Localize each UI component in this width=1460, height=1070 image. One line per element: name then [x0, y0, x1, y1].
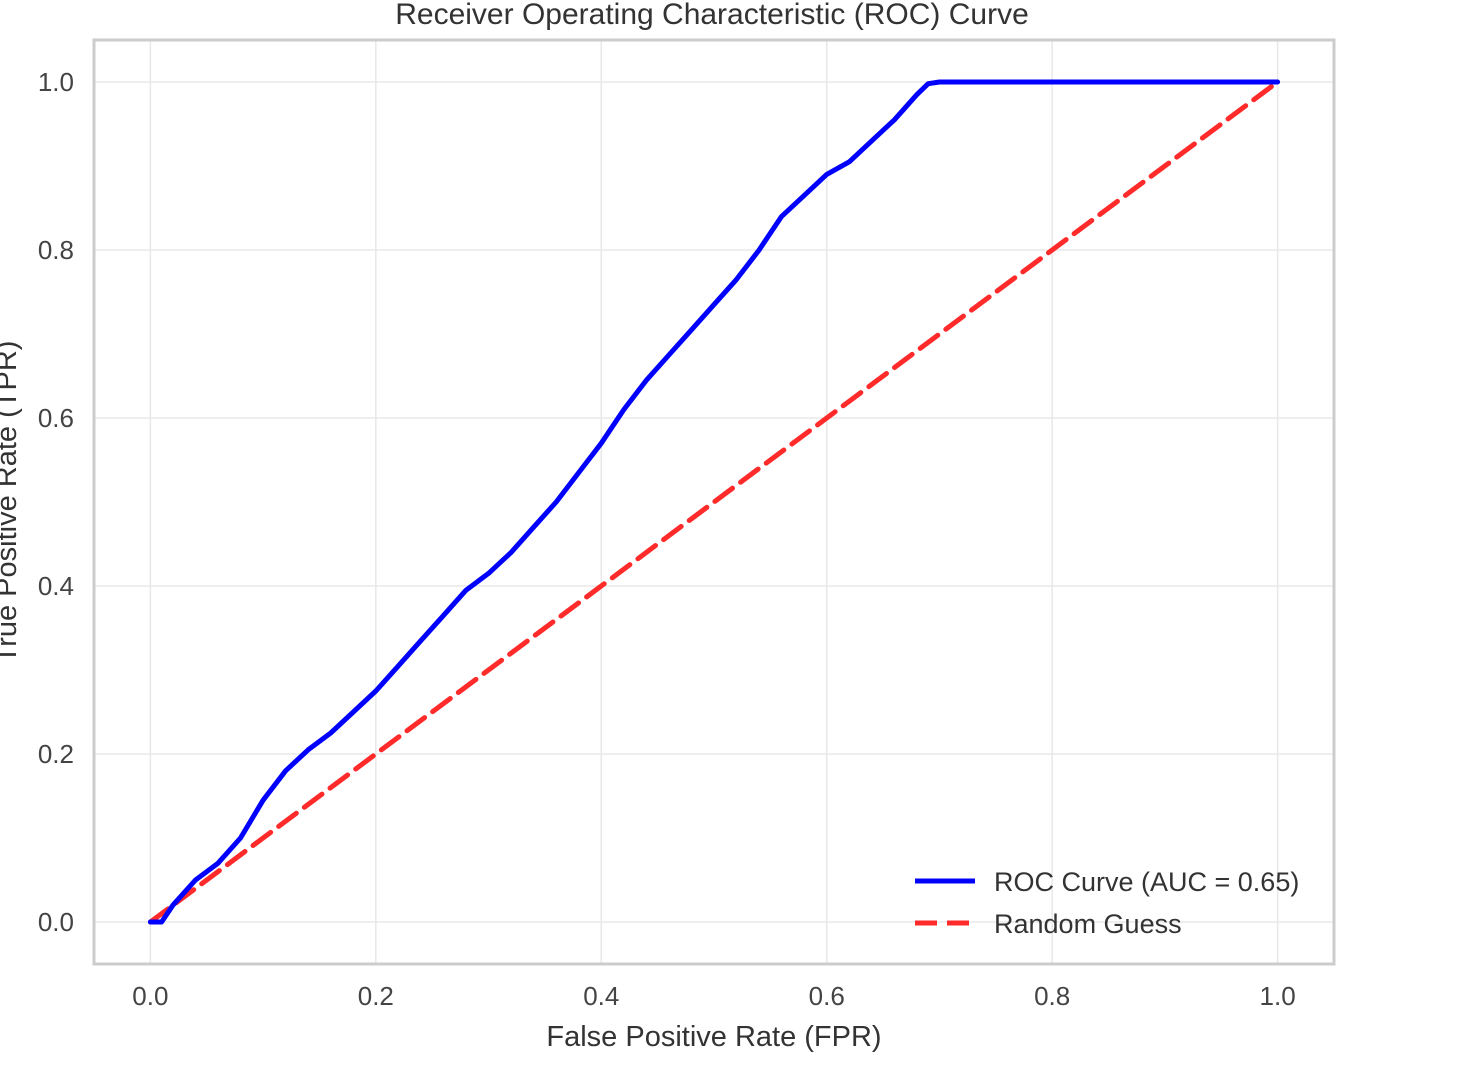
y-axis-label: True Positive Rate (TPR) — [0, 341, 23, 664]
grid — [94, 40, 1334, 964]
y-tick-label: 0.0 — [38, 907, 74, 937]
tick-labels: 0.0 0.2 0.4 0.6 0.8 1.0 0.0 0.2 0.4 0.6 0.8 1.0 — [38, 67, 1296, 1011]
random-guess-line — [147, 79, 1281, 925]
plot-area-frame — [92, 38, 1336, 966]
chart-title: Receiver Operating Characteristic (ROC) … — [395, 0, 1029, 31]
x-tick-label: 0.8 — [1034, 981, 1070, 1011]
x-tick-label: 0.0 — [132, 981, 168, 1011]
x-tick-label: 0.4 — [583, 981, 619, 1011]
x-tick-label: 0.2 — [358, 981, 394, 1011]
roc-curve-line — [147, 79, 1281, 925]
y-tick-label: 0.4 — [38, 571, 74, 601]
y-tick-label: 0.2 — [38, 739, 74, 769]
y-tick-label: 0.8 — [38, 235, 74, 265]
x-tick-label: 0.6 — [809, 981, 845, 1011]
x-axis-label: False Positive Rate (FPR) — [546, 1021, 881, 1053]
series-layer — [147, 79, 1281, 925]
y-tick-label: 0.6 — [38, 403, 74, 433]
y-tick-label: 1.0 — [38, 67, 74, 97]
legend: ROC Curve (AUC = 0.65) Random Guess — [915, 867, 1299, 939]
legend-label-random: Random Guess — [994, 909, 1182, 939]
x-tick-label: 1.0 — [1260, 981, 1296, 1011]
legend-label-roc: ROC Curve (AUC = 0.65) — [994, 867, 1299, 897]
